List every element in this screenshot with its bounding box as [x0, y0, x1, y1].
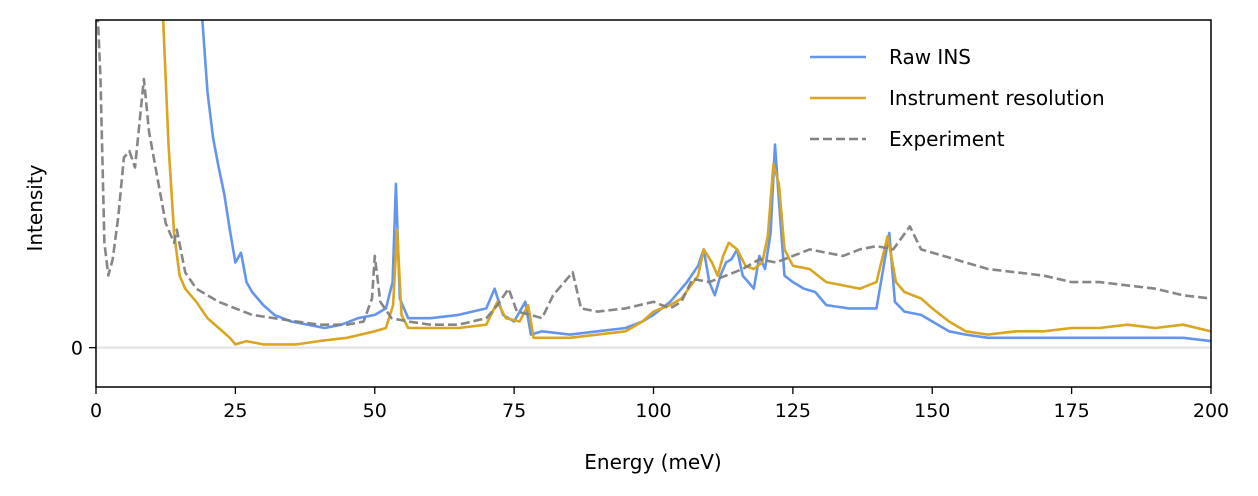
legend-label: Instrument resolution: [889, 86, 1105, 110]
y-axis-ticks: 0: [71, 338, 96, 360]
y-tick-label: 0: [71, 338, 83, 360]
x-tick-label: 200: [1193, 400, 1229, 422]
x-tick-label: 100: [635, 400, 671, 422]
x-tick-label: 50: [363, 400, 387, 422]
x-tick-label: 125: [775, 400, 811, 422]
series-line-0: [201, 20, 1211, 343]
x-tick-label: 25: [223, 400, 247, 422]
legend: Raw INS Instrument resolution Experiment: [810, 45, 1105, 151]
x-tick-label: 0: [90, 400, 102, 422]
x-axis-label: Energy (meV): [584, 450, 721, 474]
y-axis-label: Intensity: [23, 164, 47, 251]
x-tick-label: 150: [914, 400, 950, 422]
x-axis-ticks: 0 25 50 75 100 125 150 175 200: [90, 387, 1229, 422]
x-tick-label: 175: [1053, 400, 1089, 422]
legend-label: Raw INS: [889, 45, 971, 69]
series-line-1: [161, 20, 1211, 346]
legend-label: Experiment: [889, 127, 1005, 151]
series-layer: [96, 20, 1211, 346]
series-line-2: [96, 20, 1211, 326]
x-tick-label: 75: [502, 400, 526, 422]
